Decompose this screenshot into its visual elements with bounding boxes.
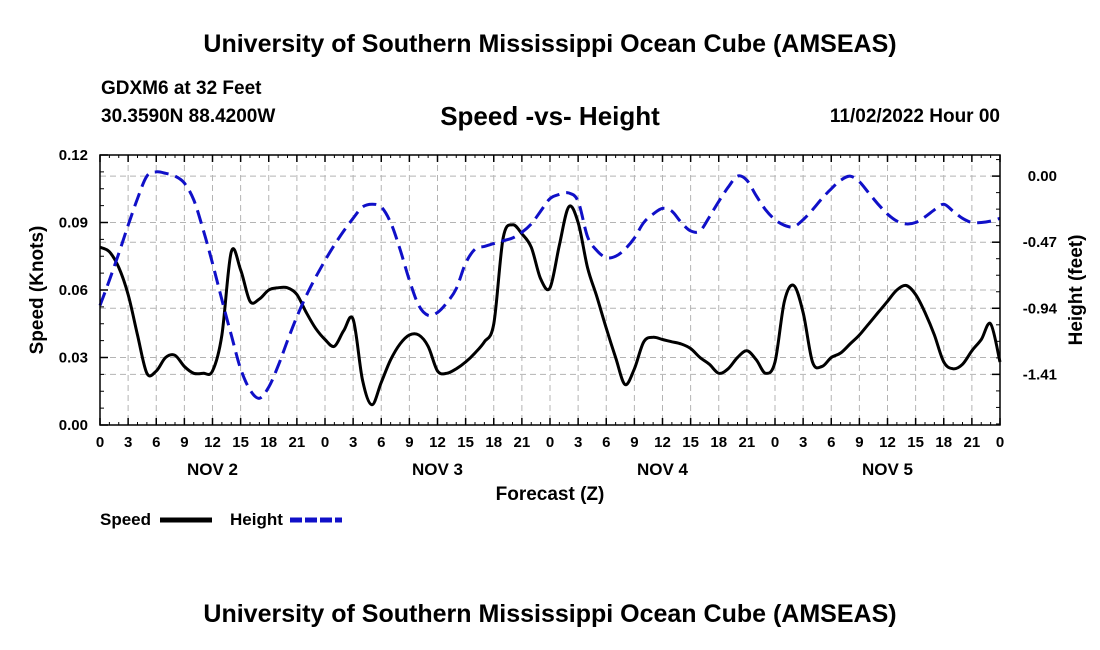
x-tick-label: 12: [204, 434, 221, 451]
x-tick-label: 15: [457, 434, 474, 451]
x-tick-label: 15: [232, 434, 249, 451]
x-day-label: NOV 5: [862, 460, 913, 479]
page-footer-title: University of Southern Mississippi Ocean…: [203, 600, 897, 628]
x-tick-label: 9: [405, 434, 413, 451]
x-tick-label: 6: [377, 434, 385, 451]
x-tick-label: 18: [260, 434, 277, 451]
x-tick-label: 0: [996, 434, 1004, 451]
y-tick-label: 0.12: [59, 147, 88, 164]
x-tick-label: 18: [485, 434, 502, 451]
chart-subtitle: Speed -vs- Height: [440, 101, 660, 131]
x-tick-label: 12: [879, 434, 896, 451]
x-tick-label: 0: [321, 434, 329, 451]
y2-tick-label: -0.47: [1023, 234, 1057, 251]
y-tick-label: 0.06: [59, 282, 88, 299]
x-tick-label: 3: [124, 434, 132, 451]
axes: 0 3 6 9 12 15 18 21 0 3 6 9 12 15 18 21 0 3 6 9 12 15 18 21 0 3 6 9…: [59, 147, 1058, 479]
x-tick-label: 18: [710, 434, 727, 451]
x-tick-label: 21: [514, 434, 531, 451]
x-tick-label: 9: [180, 434, 188, 451]
grid-lines: [100, 155, 1000, 425]
x-tick-label: 6: [602, 434, 610, 451]
x-day-label: NOV 3: [412, 460, 463, 479]
x-tick-label: 21: [964, 434, 981, 451]
y2-tick-label: 0.00: [1028, 168, 1057, 185]
x-tick-label: 9: [630, 434, 638, 451]
x-day-label: NOV 2: [187, 460, 238, 479]
x-tick-label: 15: [682, 434, 699, 451]
x-tick-label: 15: [907, 434, 924, 451]
height-series-line: [98, 170, 1001, 400]
x-tick-label: 18: [935, 434, 952, 451]
y2-tick-label: -0.94: [1023, 300, 1058, 317]
x-tick-label: 21: [739, 434, 756, 451]
x-tick-label: 12: [429, 434, 446, 451]
y-tick-label: 0.00: [59, 417, 88, 434]
x-tick-label: 12: [654, 434, 671, 451]
coordinates-label: 30.3590N 88.4200W: [101, 106, 276, 127]
y-axis-label: Speed (Knots): [27, 226, 48, 355]
x-tick-label: 6: [152, 434, 160, 451]
legend-speed-label: Speed: [100, 510, 151, 529]
x-axis-label: Forecast (Z): [496, 484, 605, 505]
x-day-label: NOV 4: [637, 460, 689, 479]
x-tick-label: 0: [96, 434, 104, 451]
speed-series-line: [99, 204, 1002, 407]
x-tick-label: 6: [827, 434, 835, 451]
x-tick-label: 21: [289, 434, 306, 451]
x-tick-label: 0: [546, 434, 554, 451]
x-tick-label: 9: [855, 434, 863, 451]
y-tick-label: 0.03: [59, 350, 88, 367]
y2-tick-label: -1.41: [1023, 366, 1057, 383]
forecast-datetime: 11/02/2022 Hour 00: [829, 106, 1000, 127]
x-tick-label: 3: [349, 434, 357, 451]
x-tick-label: 0: [771, 434, 779, 451]
legend: Speed Height: [100, 510, 342, 529]
x-tick-label: 3: [799, 434, 807, 451]
y-tick-label: 0.09: [59, 215, 88, 232]
legend-height-label: Height: [230, 510, 283, 529]
page-title: University of Southern Mississippi Ocean…: [203, 30, 897, 58]
x-tick-label: 3: [574, 434, 582, 451]
station-label: GDXM6 at 32 Feet: [101, 78, 262, 99]
y2-axis-label: Height (feet): [1066, 235, 1087, 346]
